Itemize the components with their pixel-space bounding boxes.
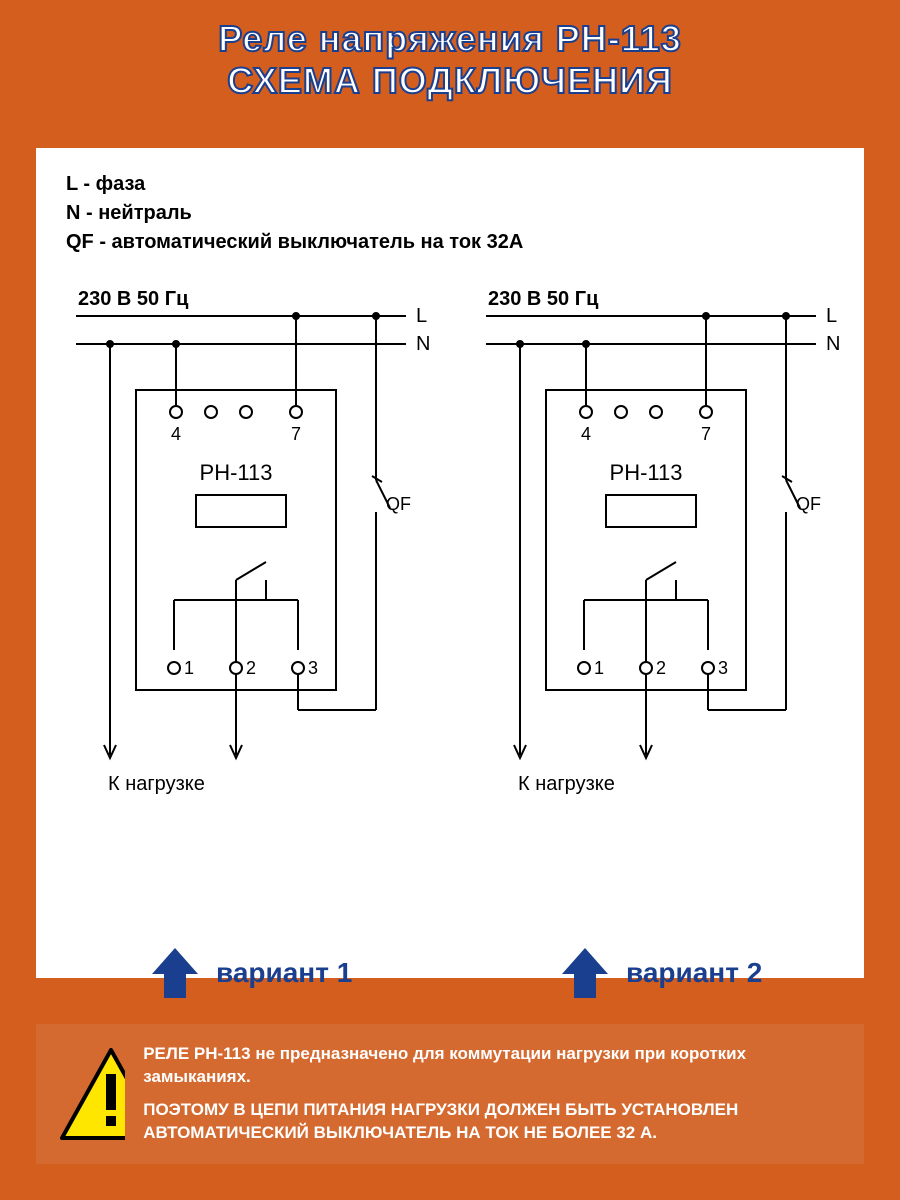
load-label: К нагрузке <box>108 773 205 795</box>
variant-2: вариант 2 <box>556 944 762 1002</box>
svg-text:7: 7 <box>291 424 301 444</box>
variant-2-label: вариант 2 <box>626 957 762 989</box>
qf-label: QF <box>386 494 411 514</box>
svg-text:N: N <box>826 333 840 355</box>
svg-text:1: 1 <box>594 658 604 678</box>
legend-L: L - фаза <box>66 170 523 199</box>
legend-N: N - нейтраль <box>66 199 523 228</box>
legend-QF: QF - автоматический выключатель на ток 3… <box>66 228 523 257</box>
title-block: Реле напряжения РН-113 СХЕМА ПОДКЛЮЧЕНИЯ <box>0 0 900 112</box>
schematic-variant-1: 230 В 50 Гц L N 4 7 <box>46 280 436 820</box>
svg-text:QF: QF <box>796 494 821 514</box>
svg-text:РН-113: РН-113 <box>610 460 683 485</box>
svg-text:7: 7 <box>701 424 711 444</box>
variant-1: вариант 1 <box>146 944 352 1002</box>
svg-text:4: 4 <box>171 424 181 444</box>
warning-text: РЕЛЕ РН-113 не предназначено для коммута… <box>143 1043 844 1145</box>
line-label-L: L <box>416 305 427 327</box>
device-name: РН-113 <box>200 460 273 485</box>
svg-text:L: L <box>826 305 837 327</box>
title-line-2: СХЕМА ПОДКЛЮЧЕНИЯ <box>0 60 900 102</box>
warning-box: РЕЛЕ РН-113 не предназначено для коммута… <box>36 1024 864 1164</box>
svg-text:3: 3 <box>308 658 318 678</box>
svg-text:К нагрузке: К нагрузке <box>518 773 615 795</box>
content-panel: L - фаза N - нейтраль QF - автоматически… <box>36 148 864 978</box>
warning-icon <box>56 1044 125 1144</box>
variant-1-label: вариант 1 <box>216 957 352 989</box>
svg-text:3: 3 <box>718 658 728 678</box>
arrow-up-icon <box>556 944 614 1002</box>
arrow-up-icon <box>146 944 204 1002</box>
svg-text:230 В 50 Гц: 230 В 50 Гц <box>488 288 599 310</box>
schematic-row: 230 В 50 Гц L N 4 7 <box>36 280 864 840</box>
schematic-variant-2: 230 В 50 Гц L N 4 7 РН-113 <box>456 280 846 820</box>
svg-text:1: 1 <box>184 658 194 678</box>
title-line-1: Реле напряжения РН-113 <box>0 18 900 60</box>
line-label-N: N <box>416 333 430 355</box>
supply-label: 230 В 50 Гц <box>78 288 189 310</box>
warning-line-2: ПОЭТОМУ В ЦЕПИ ПИТАНИЯ НАГРУЗКИ ДОЛЖЕН Б… <box>143 1099 844 1145</box>
svg-text:4: 4 <box>581 424 591 444</box>
warning-line-1: РЕЛЕ РН-113 не предназначено для коммута… <box>143 1043 844 1089</box>
svg-text:2: 2 <box>656 658 666 678</box>
svg-text:2: 2 <box>246 658 256 678</box>
legend: L - фаза N - нейтраль QF - автоматически… <box>66 170 523 257</box>
